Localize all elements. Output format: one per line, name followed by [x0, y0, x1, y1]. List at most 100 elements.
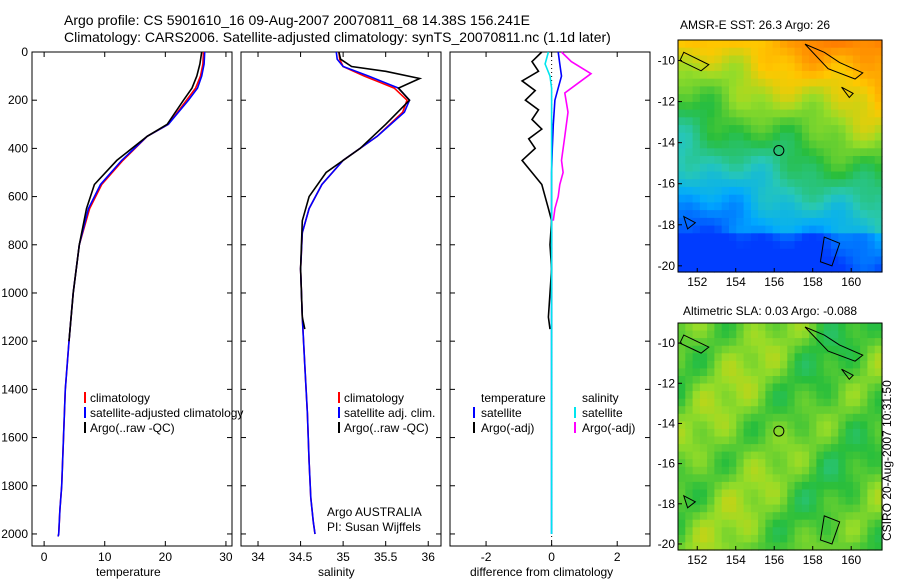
map-cell: [874, 504, 883, 513]
map-cell: [801, 360, 810, 369]
map-cell: [823, 78, 832, 87]
map-cell: [721, 140, 730, 149]
map-cell: [867, 78, 876, 87]
map-cell: [758, 148, 766, 157]
map-cell: [714, 489, 723, 498]
map-cell: [831, 398, 839, 407]
map-cell: [787, 436, 796, 445]
map-cell: [845, 94, 854, 103]
map-cell: [845, 474, 854, 483]
map-cell: [692, 132, 701, 142]
map-cell: [838, 398, 847, 407]
map-cell: [750, 391, 759, 400]
map-cell: [874, 156, 883, 165]
map-cell: [685, 398, 694, 407]
map-cell: [823, 504, 832, 513]
map-cell: [787, 163, 796, 172]
map-cell: [852, 504, 861, 513]
map-cell: [823, 109, 832, 118]
map-cell: [772, 481, 781, 491]
y-tick-label: 1200: [1, 334, 28, 348]
map-cell: [729, 391, 737, 400]
map-cell: [765, 156, 774, 165]
map-cell: [823, 225, 832, 234]
map-cell: [838, 156, 847, 165]
map-cell: [845, 421, 854, 430]
map-cell: [780, 398, 788, 407]
map-cell: [787, 504, 796, 513]
map-cell: [772, 474, 781, 483]
map-cell: [816, 338, 825, 347]
map-cell: [780, 368, 788, 377]
map-cell: [831, 225, 839, 234]
map-cell: [729, 504, 737, 513]
map-cell: [758, 474, 766, 483]
map-cell: [860, 241, 868, 250]
map-cell: [678, 421, 686, 430]
map-cell: [816, 383, 825, 392]
map-cell: [831, 353, 839, 362]
map-cell: [707, 398, 715, 407]
map-cell: [678, 353, 686, 362]
map-cell: [721, 101, 730, 111]
map-cell: [772, 179, 781, 188]
map-cell: [852, 202, 861, 211]
map-cell: [831, 534, 839, 544]
map-cell: [823, 451, 832, 460]
map-cell: [714, 248, 723, 258]
map-cell: [758, 376, 766, 385]
map-cell: [860, 459, 868, 468]
map-cell: [772, 330, 781, 339]
map-cell: [874, 421, 883, 430]
map-cell: [867, 101, 876, 111]
map-cell: [736, 466, 745, 475]
map-cell: [809, 70, 817, 80]
map-cell: [692, 78, 701, 87]
map-cell: [787, 256, 796, 265]
map-cell: [685, 94, 694, 103]
map-cell: [860, 179, 868, 188]
map-cell: [750, 40, 759, 49]
map-cell: [787, 338, 796, 347]
map-cell: [845, 86, 854, 95]
map-cell: [743, 421, 752, 430]
map-cell: [714, 125, 723, 134]
map-cell: [736, 444, 745, 453]
map-cell: [685, 497, 694, 506]
map-cell: [838, 436, 847, 445]
y-tick-label: 800: [8, 238, 28, 252]
map-cell: [772, 233, 781, 242]
map-cell: [794, 466, 803, 475]
map-cell: [794, 194, 803, 203]
map-cell: [765, 217, 774, 227]
map-cell: [831, 474, 839, 483]
map-cell: [678, 383, 686, 392]
map-cell: [707, 489, 715, 498]
map-cell: [831, 497, 839, 506]
map-cell: [678, 163, 686, 172]
map-cell: [729, 398, 737, 407]
map-cell: [707, 504, 715, 513]
map-cell: [823, 534, 832, 544]
x-tick-label: 30: [219, 550, 233, 564]
map-cell: [867, 368, 876, 377]
map-cell: [758, 398, 766, 407]
map-cell: [809, 436, 817, 445]
map-cell: [714, 398, 723, 407]
map-cell: [816, 413, 825, 422]
map-cell: [765, 233, 774, 242]
map-cell: [750, 497, 759, 506]
map-cell: [772, 376, 781, 385]
map-cell: [678, 376, 686, 385]
map-cell: [816, 542, 825, 551]
map-cell: [867, 47, 876, 56]
map-cell: [860, 489, 868, 498]
map-cell: [874, 264, 883, 273]
map-cell: [678, 481, 686, 491]
map-cell: [721, 225, 730, 234]
map-cell: [765, 398, 774, 407]
map-cell: [678, 504, 686, 513]
map-cell: [867, 179, 876, 188]
x-tick-label: 160: [841, 553, 861, 567]
map-cell: [714, 70, 723, 80]
